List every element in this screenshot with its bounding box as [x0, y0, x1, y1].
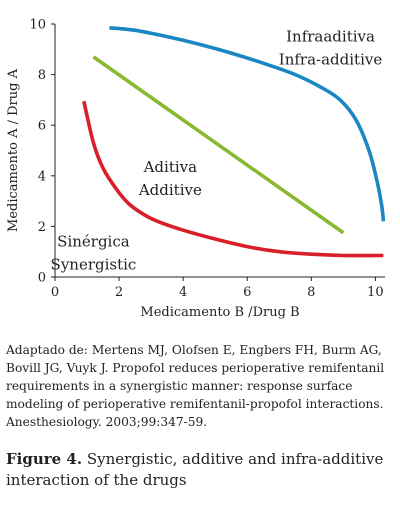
x-tick-label: 4 [179, 285, 187, 300]
additive-label-line-1: Aditiva [143, 158, 198, 176]
infra-additive-curve [109, 26, 386, 222]
x-tick-label: 6 [243, 285, 251, 300]
y-axis-label: Medicamento A / Drug A [6, 68, 21, 232]
figure-label: Figure 4. [6, 450, 83, 468]
x-tick-label: 10 [367, 285, 384, 300]
additive-label-line-2: Additive [138, 181, 202, 199]
y-tick-label: 4 [38, 169, 46, 184]
interaction-chart: 0 2 4 6 8 10 0 2 4 6 8 10 Infraaditiva Infra-additiv… [6, 18, 386, 320]
y-tick-label: 6 [38, 119, 46, 134]
synergistic-label-line-1: Sinérgica [57, 233, 130, 251]
synergistic-curve [82, 100, 384, 258]
y-tick-label: 8 [38, 68, 46, 83]
y-tick-label: 2 [38, 220, 46, 235]
figure-caption-text: Synergistic, additive and infra-additive… [6, 450, 384, 489]
annotations-layer: Infraaditiva Infra-additive Aditiva Additiv… [51, 28, 383, 274]
axes: 0 2 4 6 8 10 0 2 4 6 8 10 [29, 18, 385, 300]
y-tick-label: 10 [29, 18, 46, 33]
y-tick-label: 0 [38, 271, 46, 286]
x-tick-label: 2 [115, 285, 123, 300]
source-credit: Adaptado de: Mertens MJ, Olofsen E, Engb… [6, 343, 385, 429]
x-tick-label: 8 [307, 285, 315, 300]
x-tick-label: 0 [51, 285, 59, 300]
infra-additive-label-line-1: Infraaditiva [286, 28, 375, 46]
infra-additive-label-line-2: Infra-additive [279, 51, 383, 69]
x-axis-label: Medicamento B /Drug B [140, 305, 299, 320]
synergistic-label-line-2: Synergistic [51, 256, 137, 274]
figure-caption: Figure 4. Synergistic, additive and infr… [6, 449, 396, 491]
series-layer [82, 26, 386, 258]
additive-line [92, 55, 345, 235]
